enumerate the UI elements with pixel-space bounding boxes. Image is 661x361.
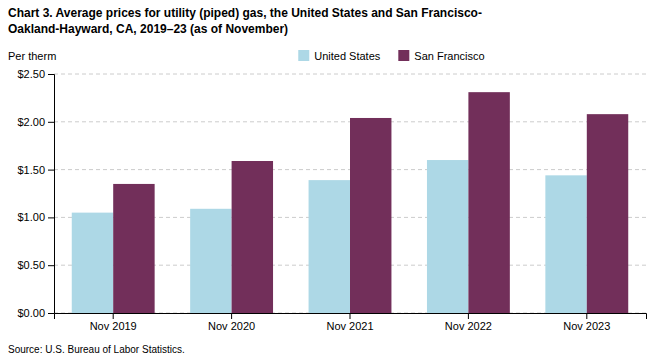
x-tick: Nov 2022 bbox=[445, 313, 492, 332]
tick-label: Nov 2020 bbox=[208, 320, 255, 332]
tick-label: Nov 2021 bbox=[326, 320, 373, 332]
tick-mark bbox=[48, 217, 54, 218]
bar bbox=[350, 118, 391, 313]
x-axis: Nov 2019 Nov 2020 Nov 2021 Nov 2022 Nov 2023 bbox=[55, 313, 647, 332]
bar bbox=[72, 213, 113, 313]
bar bbox=[190, 209, 231, 313]
x-tick: Nov 2023 bbox=[563, 313, 610, 332]
bar bbox=[468, 92, 509, 313]
tick-label: Nov 2023 bbox=[563, 320, 610, 332]
tick-label: $0.00 bbox=[17, 307, 45, 319]
tick-label: Nov 2022 bbox=[445, 320, 492, 332]
bar bbox=[545, 175, 586, 313]
legend-label: United States bbox=[314, 50, 381, 62]
tick-mark bbox=[48, 265, 54, 266]
legend-label: San Francisco bbox=[414, 50, 484, 62]
grid-line bbox=[54, 74, 646, 75]
tick-mark bbox=[48, 170, 54, 171]
tick-label: $2.50 bbox=[17, 68, 45, 80]
subtitle: Oakland-Hayward, CA, 2019–23 (as of Nove… bbox=[8, 22, 288, 36]
x-tick: Nov 2021 bbox=[326, 313, 373, 332]
tick-label: $0.50 bbox=[17, 259, 45, 271]
y-axis-label: Per therm bbox=[8, 50, 56, 62]
y-tick: $2.00 bbox=[17, 116, 54, 128]
bar bbox=[113, 184, 154, 313]
title: Chart 3. Average prices for utility (pip… bbox=[8, 6, 482, 20]
x-tick: Nov 2020 bbox=[208, 313, 255, 332]
tick-mark bbox=[468, 313, 469, 319]
tick-mark bbox=[48, 313, 54, 314]
tick-label: $1.00 bbox=[17, 211, 45, 223]
y-tick: $1.00 bbox=[17, 211, 54, 223]
legend-item: San Francisco bbox=[398, 50, 484, 62]
chart: Chart 3. Average prices for utility (pip… bbox=[0, 0, 661, 361]
bar-series bbox=[113, 92, 628, 313]
bar bbox=[427, 160, 468, 313]
x-tick: Nov 2019 bbox=[90, 313, 137, 332]
tick-mark bbox=[586, 313, 587, 319]
y-axis: $0.00 $0.50 $1.00 $1.50 $2.00 $2.50 bbox=[17, 68, 54, 319]
bar bbox=[232, 161, 273, 313]
tick-label: $1.50 bbox=[17, 164, 45, 176]
legend: United States San Francisco bbox=[298, 50, 484, 62]
plot: $0.00$0.50$1.00$1.50$2.00$2.50Nov 2019No… bbox=[17, 68, 646, 332]
legend-item: United States bbox=[298, 50, 381, 62]
y-tick: $0.50 bbox=[17, 259, 54, 271]
tick-mark bbox=[48, 74, 54, 75]
tick-mark bbox=[231, 313, 232, 319]
bar bbox=[309, 180, 350, 313]
tick-label: $2.00 bbox=[17, 116, 45, 128]
bar bbox=[587, 114, 628, 313]
tick-mark bbox=[350, 313, 351, 319]
tick-mark bbox=[113, 313, 114, 319]
axis-line bbox=[48, 75, 55, 314]
legend-swatch bbox=[298, 50, 309, 61]
tick-mark bbox=[48, 122, 54, 123]
y-tick: $2.50 bbox=[17, 68, 54, 80]
bars bbox=[72, 92, 628, 313]
axis-line bbox=[55, 314, 647, 320]
y-tick: $1.50 bbox=[17, 164, 54, 176]
y-tick: $0.00 bbox=[17, 307, 54, 319]
source: Source: U.S. Bureau of Labor Statistics. bbox=[8, 344, 185, 355]
tick-label: Nov 2019 bbox=[90, 320, 137, 332]
legend-swatch bbox=[398, 50, 409, 61]
grid bbox=[54, 74, 646, 313]
